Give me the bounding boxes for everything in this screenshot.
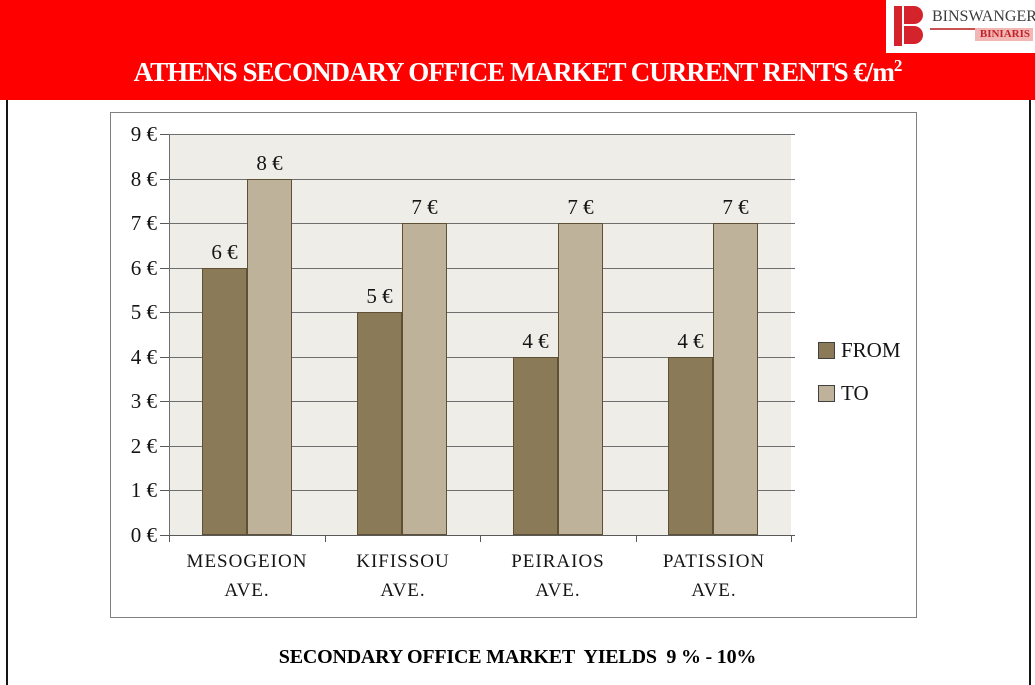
bar-value-label: 7 € <box>722 195 749 219</box>
gridline-8 <box>169 179 795 180</box>
bar-value-label: 5 € <box>366 284 393 308</box>
y-axis-tick <box>160 268 169 269</box>
gridline-5 <box>169 312 795 313</box>
bar-to-0 <box>247 179 292 535</box>
y-axis-label: 3 € <box>130 389 157 413</box>
legend-label-to: TO <box>841 381 869 405</box>
logo-sub-strip: BINIARIS <box>975 28 1033 41</box>
header-banner: ATHENS SECONDARY OFFICE MARKET CURRENT R… <box>0 0 1035 100</box>
y-axis-label: 6 € <box>130 256 157 280</box>
logo: BINSWANGER BINIARIS <box>886 0 1035 53</box>
legend-swatch-from <box>818 342 835 359</box>
y-axis-label: 2 € <box>130 434 157 458</box>
y-axis-line <box>169 134 170 542</box>
bar-value-label: 6 € <box>211 240 238 264</box>
binswanger-logo-icon <box>894 6 930 46</box>
y-axis-tick <box>160 179 169 180</box>
y-axis-tick <box>160 357 169 358</box>
y-axis-tick <box>160 490 169 491</box>
bar-from-0 <box>202 268 247 535</box>
bar-value-label: 8 € <box>256 151 283 175</box>
bar-value-label: 4 € <box>677 329 704 353</box>
x-axis-label-line: AVE. <box>691 580 737 601</box>
logo-sub-text: BINIARIS <box>979 28 1030 40</box>
legend-entry-from: FROM <box>818 338 901 363</box>
page-title: ATHENS SECONDARY OFFICE MARKET CURRENT R… <box>0 56 1035 88</box>
x-axis-label-2: PEIRAIOS AVE. <box>480 547 636 605</box>
chart-box: FROM TO 0 € 1 € 2 € 3 € 4 € 5 € 6 € 7 € 8 € 9 € 6 … <box>110 112 917 618</box>
x-axis-label-line: MESOGEION <box>186 551 308 572</box>
x-axis-label-0: MESOGEION AVE. <box>169 547 325 605</box>
x-axis-label-line: KIFISSOU <box>356 551 450 572</box>
gridline-2 <box>169 446 795 447</box>
gridline-0 <box>169 535 795 536</box>
y-axis-tick <box>160 446 169 447</box>
y-axis-tick <box>160 223 169 224</box>
footer-caption: SECONDARY OFFICE MARKET YIELDS 9 % - 10% <box>278 646 757 668</box>
y-axis-label: 9 € <box>130 122 157 146</box>
legend-swatch-to <box>818 385 835 402</box>
x-axis-label-3: PATISSION AVE. <box>636 547 792 605</box>
gridline-1 <box>169 490 795 491</box>
bar-value-label: 7 € <box>411 195 438 219</box>
bar-value-label: 7 € <box>567 195 594 219</box>
x-axis-tick <box>325 535 326 542</box>
y-axis-label: 4 € <box>130 345 157 369</box>
y-axis-tick <box>160 535 169 536</box>
logo-brand-text: BINSWANGER <box>932 8 1035 25</box>
gridline-6 <box>169 268 795 269</box>
x-axis-label-line: PATISSION <box>662 551 766 572</box>
page-title-superscript: 2 <box>893 56 902 75</box>
logo-divider-line <box>930 28 975 30</box>
logo-icon-block-bottom <box>904 26 923 44</box>
legend: FROM TO <box>818 338 901 424</box>
x-axis-label-line: AVE. <box>224 580 270 601</box>
bar-to-1 <box>402 223 447 535</box>
bar-from-2 <box>513 357 558 535</box>
gridline-3 <box>169 401 795 402</box>
bar-to-3 <box>713 223 758 535</box>
x-axis-label-line: AVE. <box>535 580 581 601</box>
bar-from-3 <box>668 357 713 535</box>
bar-to-2 <box>558 223 603 535</box>
x-axis-tick <box>791 535 792 542</box>
x-axis-label-line: PEIRAIOS <box>511 551 605 572</box>
y-axis-label: 1 € <box>130 478 157 502</box>
y-axis-label: 0 € <box>130 523 157 547</box>
page-title-text: ATHENS SECONDARY OFFICE MARKET CURRENT R… <box>133 57 895 87</box>
logo-icon-stem <box>894 6 902 46</box>
y-axis-tick <box>160 312 169 313</box>
y-axis-label: 8 € <box>130 167 157 191</box>
left-border-rule <box>6 100 8 685</box>
x-axis-label-1: KIFISSOU AVE. <box>325 547 481 605</box>
legend-label-from: FROM <box>841 338 901 362</box>
y-axis-tick <box>160 401 169 402</box>
y-axis-tick <box>160 134 169 135</box>
logo-icon-block-top <box>904 6 923 24</box>
y-axis-label: 5 € <box>130 300 157 324</box>
legend-entry-to: TO <box>818 381 901 406</box>
bar-value-label: 4 € <box>522 329 549 353</box>
x-axis-tick <box>169 535 170 542</box>
gridline-7 <box>169 223 795 224</box>
x-axis-label-line: AVE. <box>380 580 426 601</box>
y-axis-label: 7 € <box>130 211 157 235</box>
bar-from-1 <box>357 312 402 535</box>
x-axis-tick <box>480 535 481 542</box>
gridline-4 <box>169 357 795 358</box>
right-border-rule <box>1029 100 1031 685</box>
x-axis-tick <box>636 535 637 542</box>
gridline-9 <box>169 134 795 135</box>
